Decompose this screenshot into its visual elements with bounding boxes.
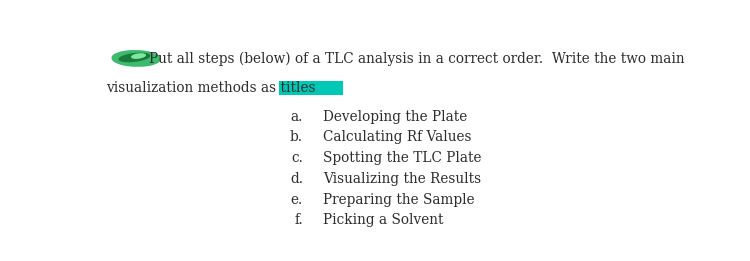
Ellipse shape xyxy=(112,51,160,66)
Text: c.: c. xyxy=(291,151,303,165)
Text: Spotting the TLC Plate: Spotting the TLC Plate xyxy=(323,151,482,165)
Ellipse shape xyxy=(119,53,149,62)
Text: visualization methods as titles: visualization methods as titles xyxy=(106,81,316,94)
Ellipse shape xyxy=(132,54,146,58)
Text: Calculating Rf Values: Calculating Rf Values xyxy=(323,130,472,144)
Text: f.: f. xyxy=(294,213,303,227)
Text: Picking a Solvent: Picking a Solvent xyxy=(323,213,444,227)
Text: d.: d. xyxy=(290,172,303,186)
Text: e.: e. xyxy=(291,193,303,206)
Text: Visualizing the Results: Visualizing the Results xyxy=(323,172,482,186)
Text: a.: a. xyxy=(291,110,303,124)
Text: Put all steps (below) of a TLC analysis in a correct order.  Write the two main: Put all steps (below) of a TLC analysis … xyxy=(149,51,685,66)
Text: Developing the Plate: Developing the Plate xyxy=(323,110,467,124)
FancyBboxPatch shape xyxy=(278,81,343,95)
Text: Preparing the Sample: Preparing the Sample xyxy=(323,193,475,206)
Text: b.: b. xyxy=(290,130,303,144)
